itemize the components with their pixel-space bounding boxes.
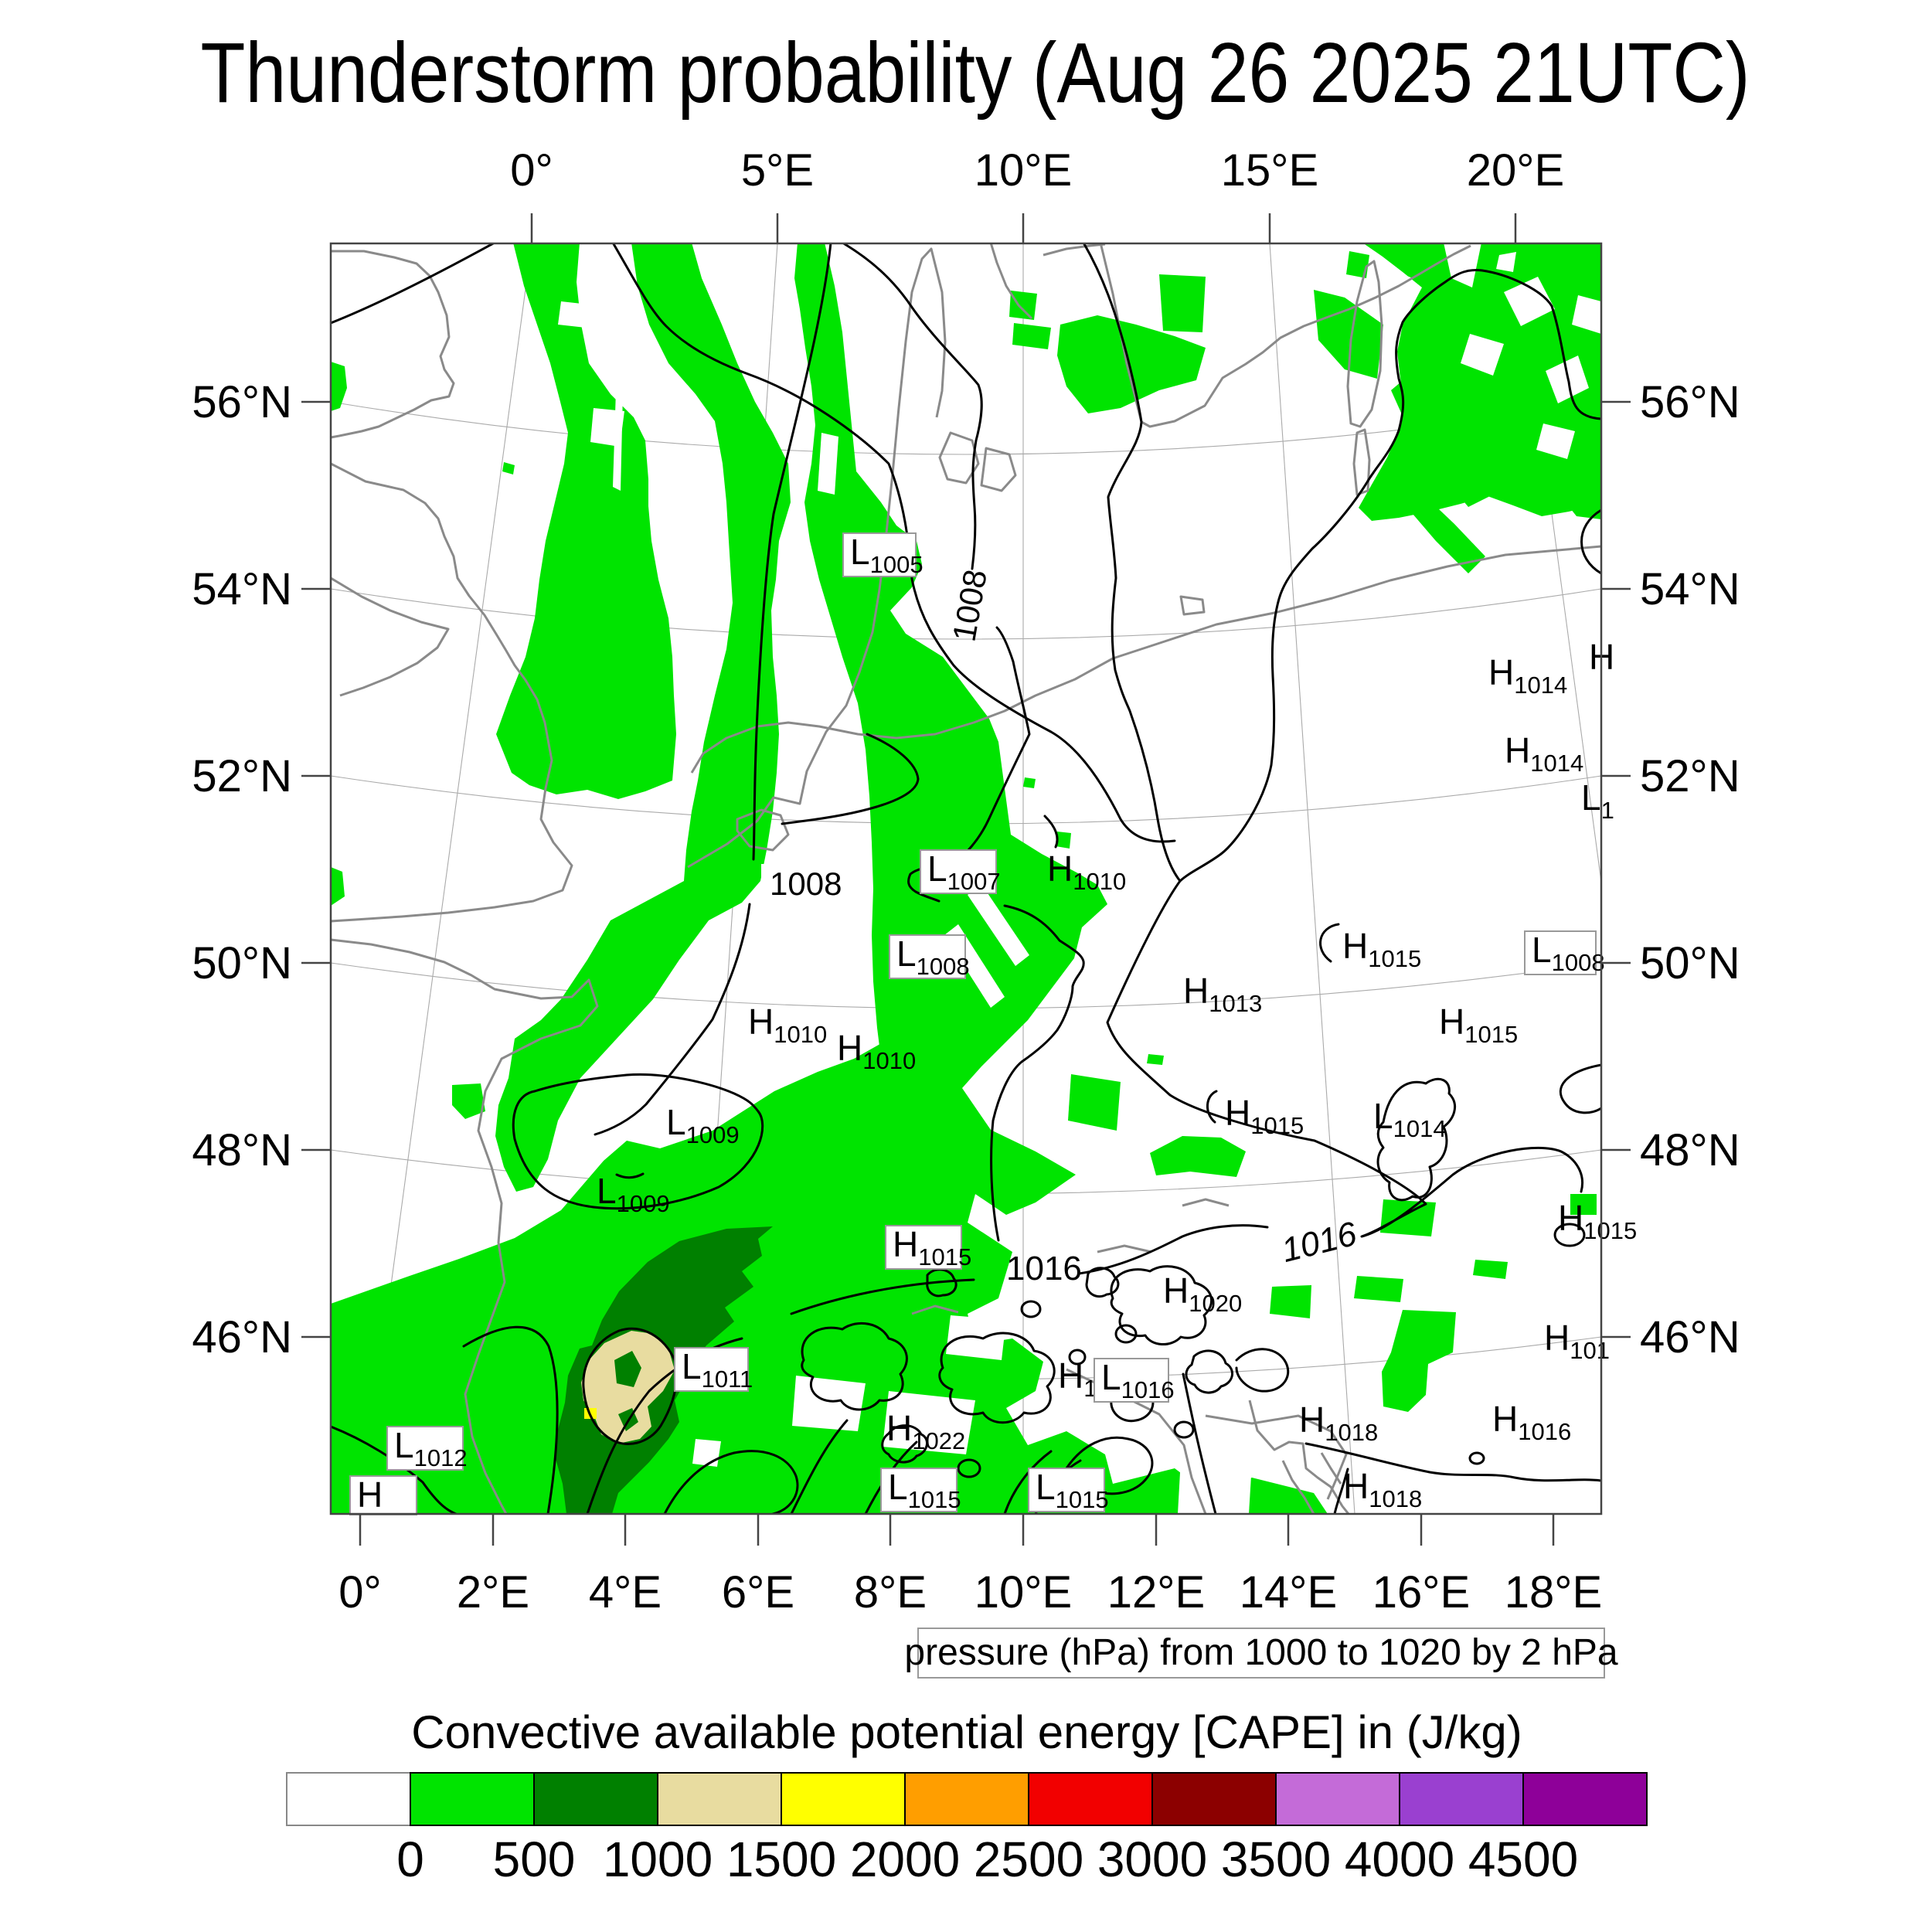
svg-text:3500: 3500 [1221, 1832, 1331, 1887]
svg-text:1000: 1000 [603, 1832, 713, 1887]
svg-text:48°N: 48°N [192, 1125, 292, 1175]
svg-text:46°N: 46°N [192, 1312, 292, 1362]
svg-text:2°E: 2°E [457, 1567, 529, 1617]
svg-text:0°: 0° [510, 145, 553, 196]
svg-text:1008: 1008 [770, 866, 842, 902]
svg-text:14°E: 14°E [1240, 1567, 1337, 1617]
svg-text:18°E: 18°E [1505, 1567, 1602, 1617]
svg-text:12°E: 12°E [1107, 1567, 1205, 1617]
svg-text:50°N: 50°N [1640, 938, 1740, 988]
svg-text:15°E: 15°E [1221, 145, 1318, 196]
svg-text:4000: 4000 [1345, 1832, 1454, 1887]
svg-text:56°N: 56°N [1640, 377, 1740, 427]
svg-text:46°N: 46°N [1640, 1312, 1740, 1362]
svg-text:54°N: 54°N [1640, 564, 1740, 614]
svg-text:3000: 3000 [1097, 1832, 1207, 1887]
svg-text:16°E: 16°E [1372, 1567, 1470, 1617]
svg-text:H: H [357, 1475, 383, 1515]
svg-text:Thunderstorm probability (Aug: Thunderstorm probability (Aug 26 2025 21… [201, 26, 1750, 121]
svg-text:1016: 1016 [1006, 1250, 1082, 1287]
svg-text:5°E: 5°E [741, 145, 814, 196]
svg-text:10°E: 10°E [975, 1567, 1072, 1617]
svg-text:56°N: 56°N [192, 377, 292, 427]
svg-text:48°N: 48°N [1640, 1125, 1740, 1175]
svg-text:1500: 1500 [726, 1832, 836, 1887]
svg-text:52°N: 52°N [1640, 751, 1740, 801]
svg-text:8°E: 8°E [854, 1567, 927, 1617]
svg-text:500: 500 [493, 1832, 576, 1887]
svg-text:10°E: 10°E [975, 145, 1072, 196]
svg-text:0°: 0° [338, 1567, 381, 1617]
svg-text:2000: 2000 [850, 1832, 960, 1887]
svg-text:54°N: 54°N [192, 564, 292, 614]
svg-text:4500: 4500 [1468, 1832, 1578, 1887]
svg-text:L1014: L1014 [1373, 1096, 1447, 1142]
svg-text:50°N: 50°N [192, 938, 292, 988]
svg-text:4°E: 4°E [589, 1567, 662, 1617]
svg-text:Convective available potential: Convective available potential energy [C… [411, 1706, 1522, 1758]
svg-text:L1: L1 [1581, 777, 1614, 824]
svg-text:2500: 2500 [974, 1832, 1083, 1887]
svg-text:0: 0 [396, 1832, 424, 1887]
svg-text:6°E: 6°E [722, 1567, 794, 1617]
svg-text:pressure (hPa) from 1000 to 10: pressure (hPa) from 1000 to 1020 by 2 hP… [904, 1632, 1618, 1673]
svg-text:52°N: 52°N [192, 751, 292, 801]
svg-text:20°E: 20°E [1467, 145, 1564, 196]
